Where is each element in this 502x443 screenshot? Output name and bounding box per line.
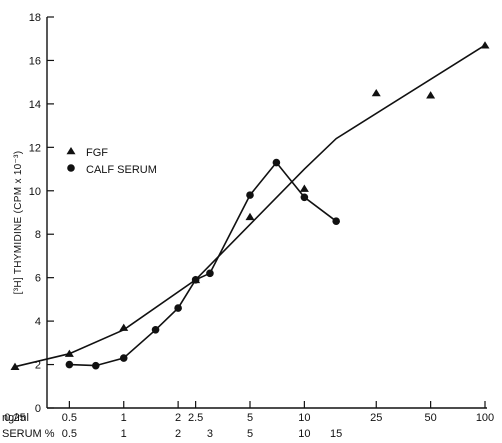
calf-serum-line [69,161,337,367]
x-row-label: ng/ml [2,412,29,424]
x-tick-label: 10 [298,412,310,424]
calf-serum-point [119,354,128,362]
calf-serum-point [246,191,254,199]
fgf-line [14,44,486,368]
y-tick-label: 12 [29,142,41,154]
x-tick-label: 15 [330,428,342,440]
y-tick-label: 0 [35,403,41,415]
x-tick-label: 3 [207,428,213,440]
fgf-point [426,91,436,99]
x-tick-label: 2 [175,428,181,440]
legend: FGF CALF SERUM [66,146,157,176]
y-tick-label: 4 [35,316,41,328]
calf-serum-point [174,304,182,312]
x-tick-label: 1 [121,428,127,440]
x-tick-label: 2 [175,412,181,424]
calf-serum-point [65,360,74,369]
fgf-point [10,362,20,370]
x-tick-label: 1 [121,412,127,424]
x-row-label: SERUM % [2,428,55,440]
y-axis-label: [³H] THYMIDINE (CPM x 10⁻³) [13,151,24,295]
calf-serum-point [332,217,340,225]
x-tick-label: 0.25 [4,412,25,424]
fgf-point [245,212,255,221]
fgf-point [119,323,129,331]
y-tick-label: 10 [29,186,41,198]
fgf-point [64,349,74,357]
legend-calf-serum-label: CALF SERUM [86,164,157,176]
calf-serum-point [300,193,309,202]
x-tick-label: 50 [425,412,437,424]
legend-fgf-label: FGF [86,147,108,159]
y-tick-label: 6 [35,273,41,285]
calf-serum-point [191,276,200,284]
calf-serum-point [272,158,281,167]
y-tick-label: 18 [29,12,41,24]
series-markers [10,41,490,370]
calf-serum-point [91,361,100,370]
x-tick-label: 5 [247,428,253,440]
calf-serum-point [206,269,214,278]
fgf-point [480,41,490,49]
legend-calf-serum-marker [67,164,75,172]
x-tick-label: 10 [298,428,310,440]
y-tick-label: 2 [35,360,41,372]
x-tick-label: 0.5 [62,412,77,424]
y-tick-label: 14 [29,99,41,111]
calf-serum-point [151,326,160,334]
x-tick-label: 5 [247,412,253,424]
x-tick-label: 25 [370,412,382,424]
x-tick-label: 100 [476,412,494,424]
fgf-point [299,184,309,192]
legend-fgf-marker [66,146,76,155]
y-tick-label: 16 [29,55,41,67]
y-tick-label: 8 [35,229,41,241]
x-tick-label: 0.5 [62,428,77,440]
x-tick-label: 2.5 [188,412,203,424]
series-lines [14,44,486,368]
fgf-point [371,88,381,97]
